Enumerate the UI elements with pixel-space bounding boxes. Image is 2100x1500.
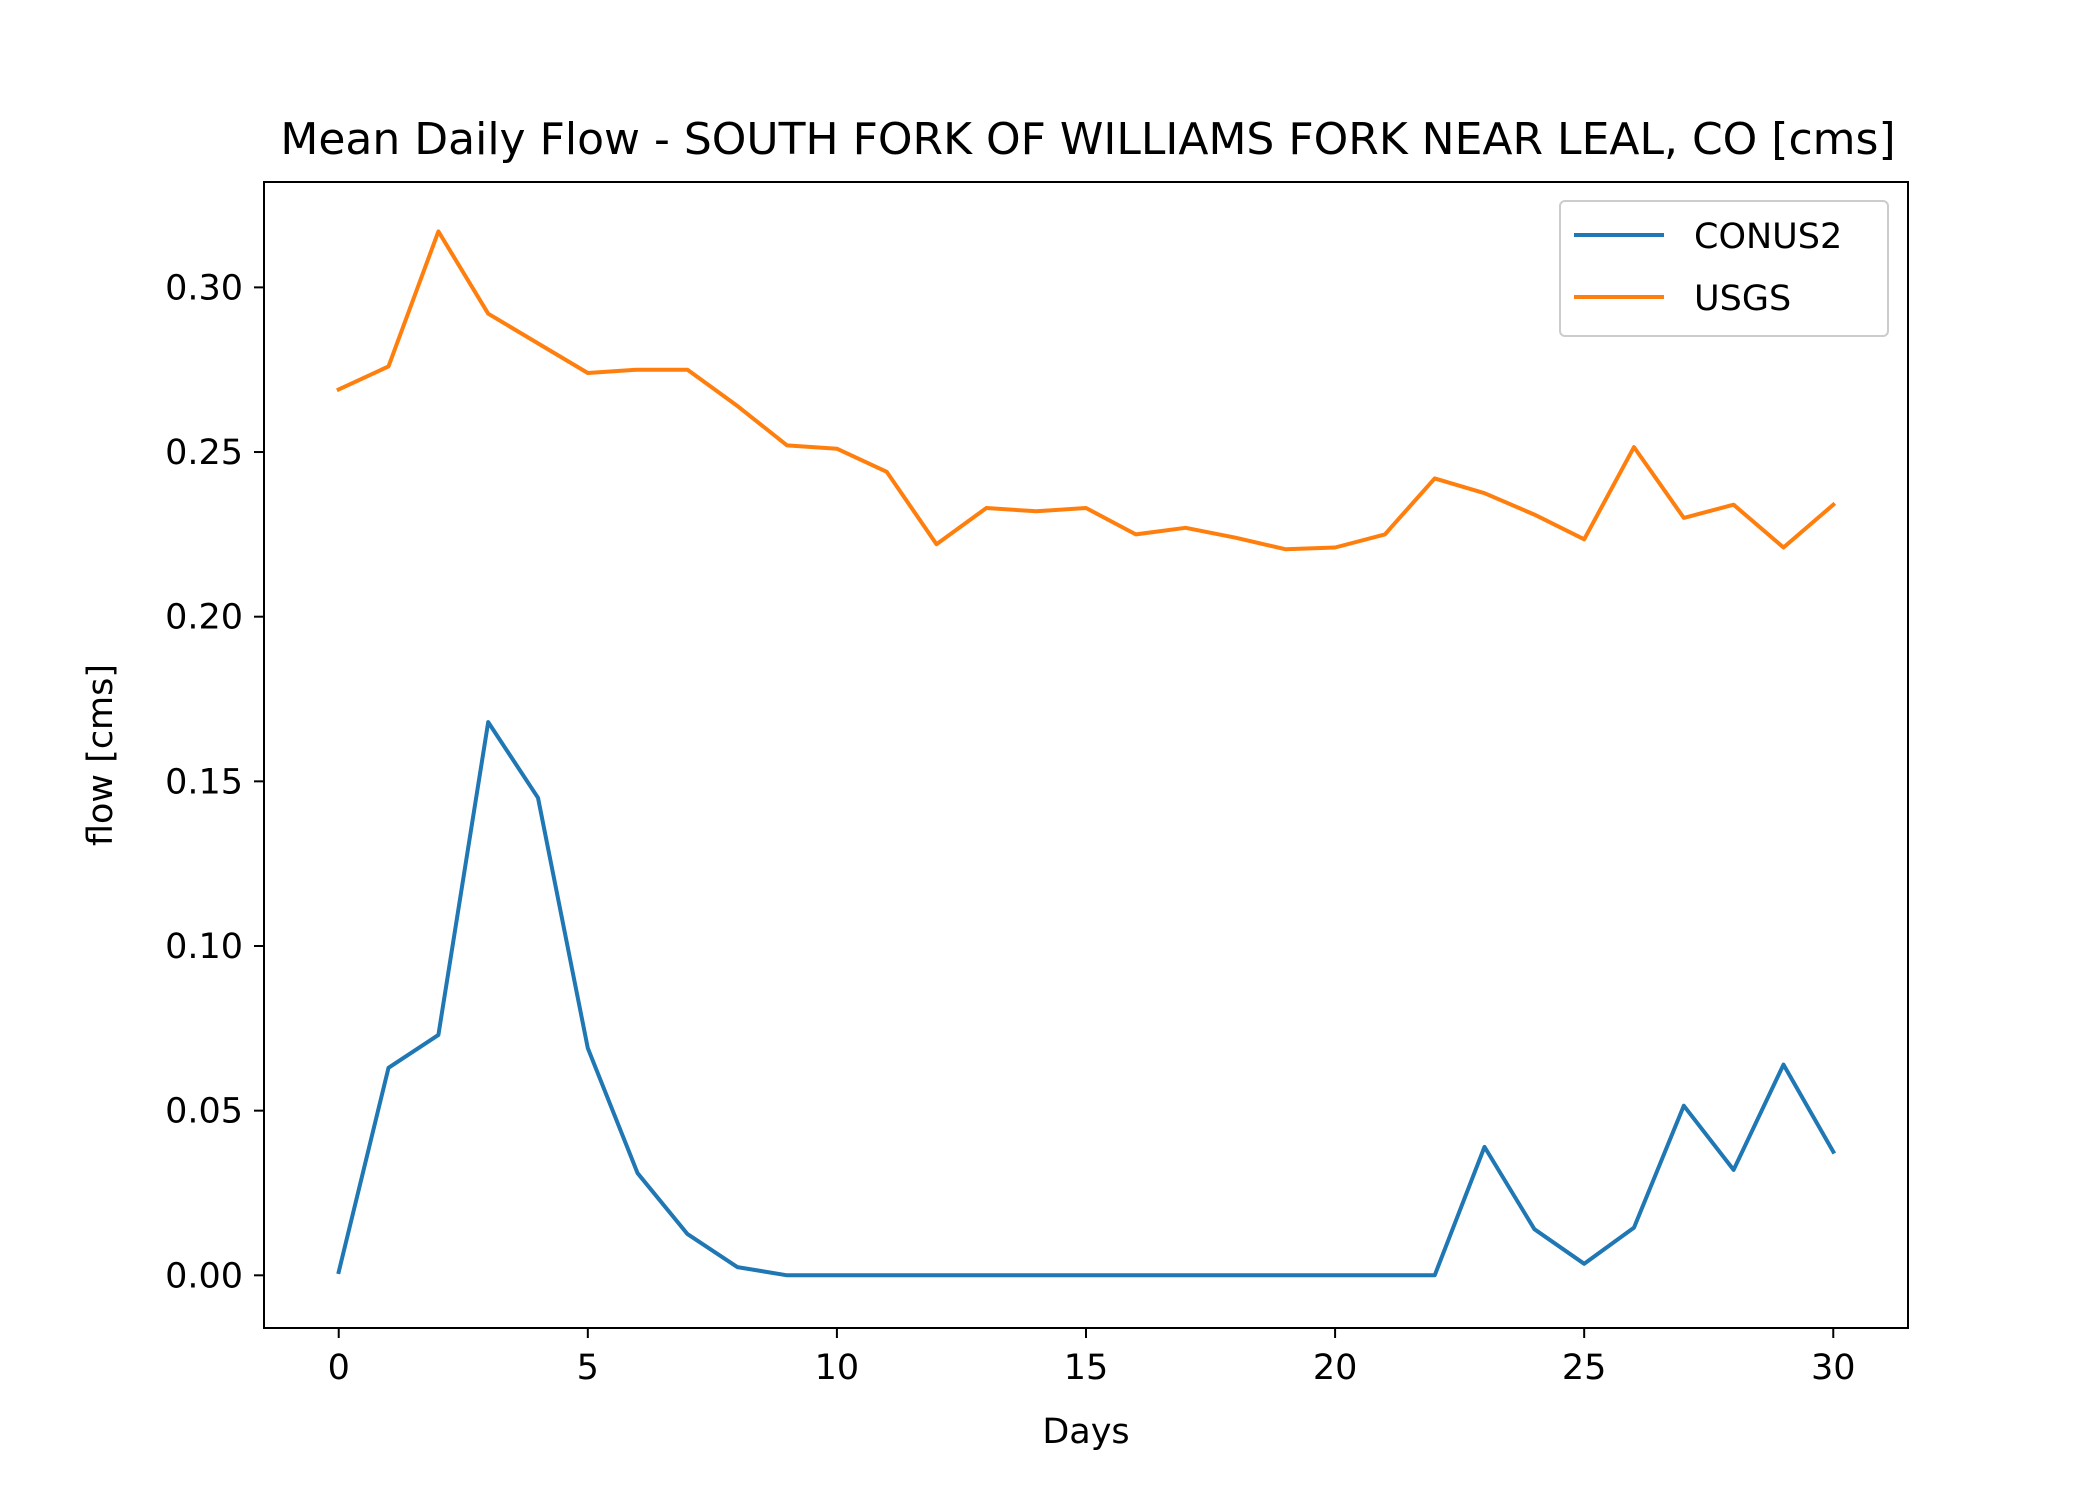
y-axis-label: flow [cms] <box>81 664 121 846</box>
x-tick-label: 15 <box>1064 1348 1109 1388</box>
x-tick-label: 30 <box>1811 1348 1856 1388</box>
y-tick-label: 0.05 <box>165 1092 243 1132</box>
legend-label-conus2: CONUS2 <box>1694 217 1842 257</box>
legend: CONUS2 USGS <box>1559 200 1889 337</box>
x-tick-label: 25 <box>1562 1348 1607 1388</box>
y-tick-label: 0.15 <box>165 762 243 802</box>
series-line-conus2 <box>336 720 1837 1278</box>
y-axis: 0.00 0.05 0.10 0.15 0.20 0.25 0.30 <box>165 268 264 1296</box>
plot-lines <box>336 229 1837 1278</box>
y-tick-label: 0.20 <box>165 598 243 638</box>
chart-title: Mean Daily Flow - SOUTH FORK OF WILLIAMS… <box>280 114 1895 165</box>
x-axis: 0 5 10 15 20 25 30 <box>328 1328 1856 1388</box>
y-tick-label: 0.30 <box>165 268 243 308</box>
x-tick-label: 0 <box>328 1348 350 1388</box>
y-tick-label: 0.10 <box>165 927 243 967</box>
x-tick-label: 20 <box>1313 1348 1358 1388</box>
x-tick-label: 10 <box>815 1348 860 1388</box>
x-axis-label: Days <box>1042 1412 1129 1452</box>
legend-label-usgs: USGS <box>1694 279 1791 319</box>
y-tick-label: 0.00 <box>165 1256 243 1296</box>
x-tick-label: 5 <box>577 1348 599 1388</box>
series-line-usgs <box>336 229 1837 552</box>
y-tick-label: 0.25 <box>165 433 243 473</box>
